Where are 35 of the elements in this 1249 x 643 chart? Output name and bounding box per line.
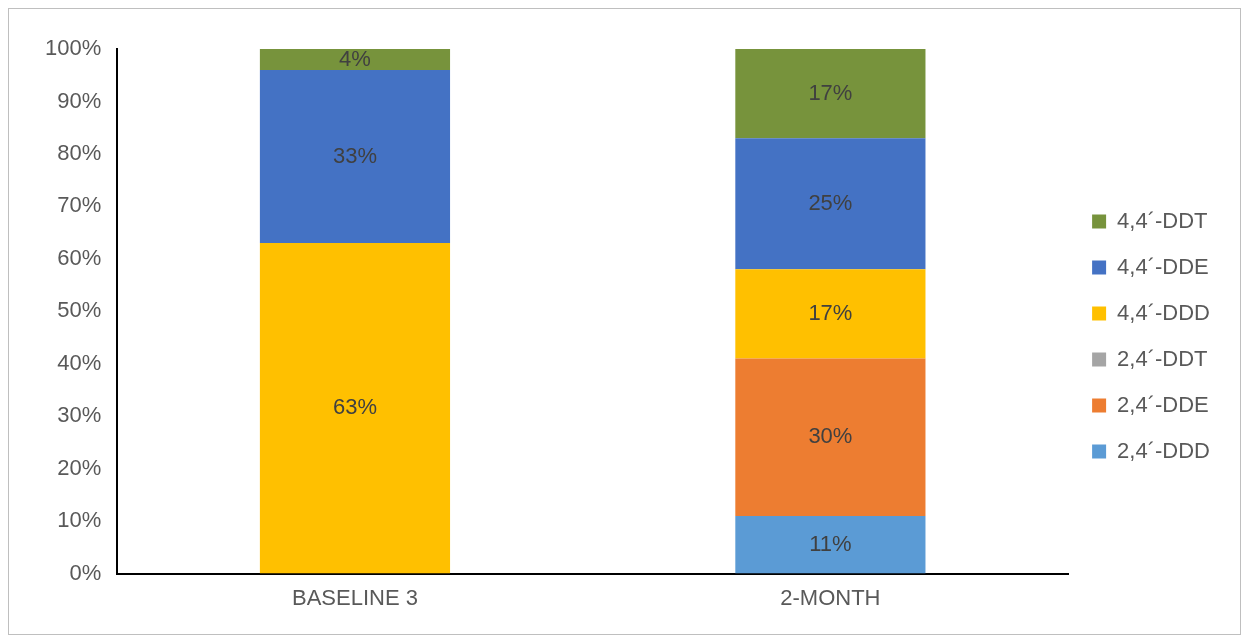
y-tick-label: 100%: [44, 35, 102, 61]
y-tick-label: 40%: [57, 349, 102, 375]
bar: [735, 49, 926, 139]
y-tick-label: 20%: [57, 454, 102, 480]
y-tick-label: 30%: [57, 402, 102, 428]
y-tick-label: 50%: [57, 297, 102, 323]
legend-label: 2,4´-DDE: [1117, 391, 1209, 417]
y-tick-label: 10%: [57, 507, 102, 533]
bar: [735, 138, 926, 270]
bar: [735, 269, 926, 359]
y-tick-label: 70%: [57, 192, 102, 218]
data-label: 30%: [808, 423, 853, 449]
y-tick-label: 60%: [57, 244, 102, 270]
y-tick-label: 80%: [57, 139, 102, 165]
y-tick-label: 0%: [69, 559, 102, 585]
data-label: 4%: [339, 45, 371, 71]
bar: [259, 243, 451, 574]
bar: [259, 69, 451, 244]
legend-label: 4,4´-DDD: [1117, 299, 1211, 325]
bar: [735, 358, 926, 516]
x-tick-label: BASELINE 3: [292, 584, 418, 610]
bar: [735, 515, 926, 574]
legend-label: 2,4´-DDD: [1117, 437, 1211, 463]
x-tick-label: 2-MONTH: [780, 584, 881, 610]
data-label: 25%: [808, 189, 853, 215]
y-tick-label: 90%: [57, 87, 102, 113]
data-label: 17%: [808, 299, 853, 325]
legend-label: 4,4´-DDE: [1117, 253, 1209, 279]
legend-label: 4,4´-DDT: [1117, 207, 1208, 233]
data-label: 11%: [809, 530, 852, 556]
bar: [259, 49, 451, 70]
data-label: 63%: [332, 394, 377, 420]
legend-label: 2,4´-DDT: [1117, 345, 1208, 371]
data-label: 33%: [332, 142, 377, 168]
data-label: 17%: [808, 79, 853, 105]
